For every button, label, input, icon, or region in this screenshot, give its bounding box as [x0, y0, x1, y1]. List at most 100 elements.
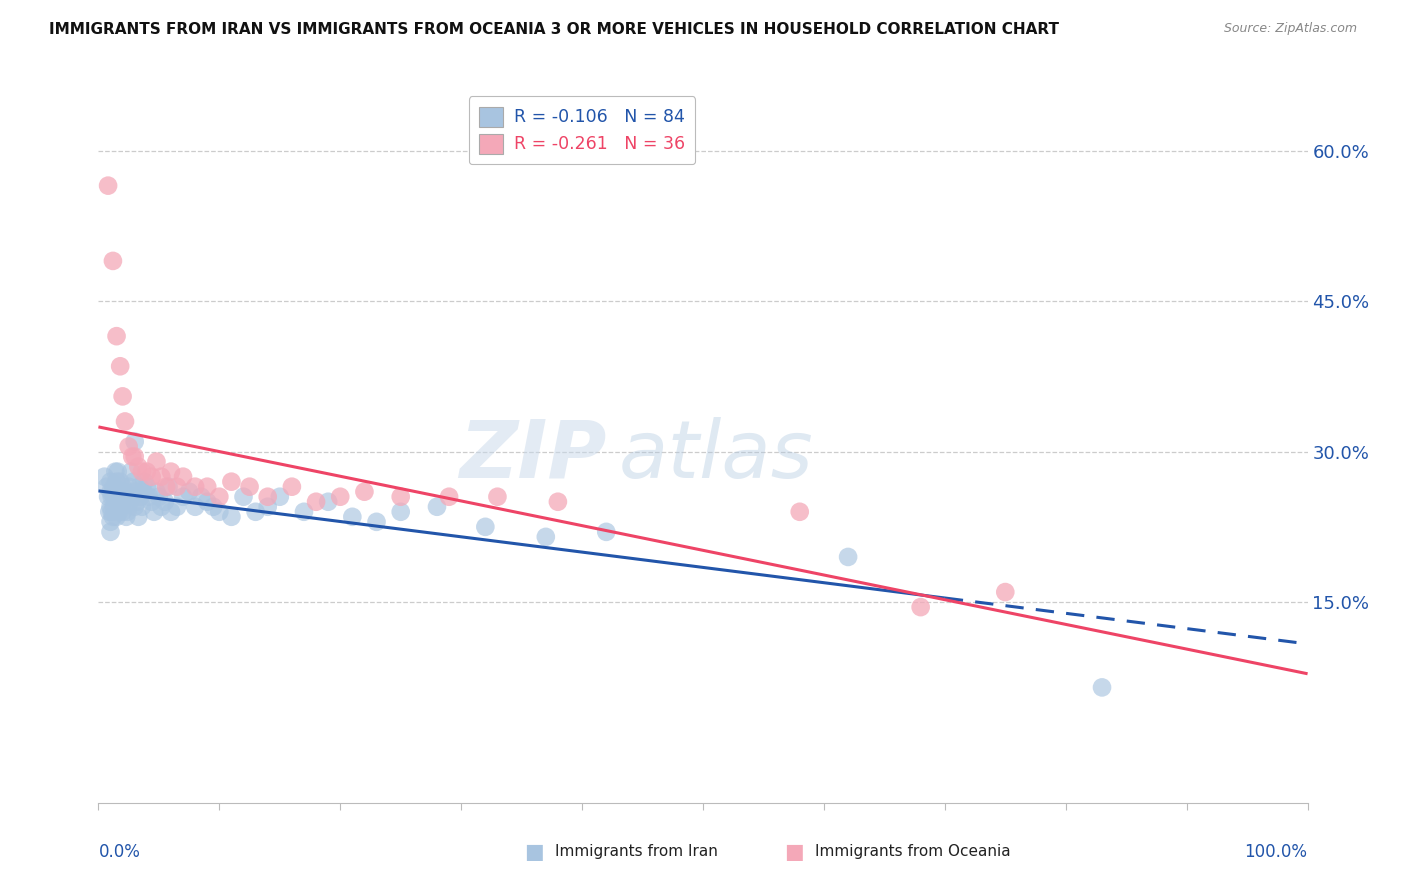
Point — [105, 329, 128, 343]
Point — [160, 465, 183, 479]
Point — [105, 509, 128, 524]
Point — [389, 490, 412, 504]
Point — [97, 178, 120, 193]
Point — [93, 469, 115, 483]
Point — [103, 480, 125, 494]
Point — [184, 480, 207, 494]
Point — [155, 480, 177, 494]
Point — [127, 509, 149, 524]
Text: Immigrants from Oceania: Immigrants from Oceania — [815, 845, 1011, 859]
Point — [128, 480, 150, 494]
Point — [107, 465, 129, 479]
Point — [114, 414, 136, 429]
Point — [160, 505, 183, 519]
Text: atlas: atlas — [619, 417, 813, 495]
Text: 100.0%: 100.0% — [1244, 843, 1308, 861]
Point — [837, 549, 859, 564]
Point — [111, 389, 134, 403]
Point — [208, 490, 231, 504]
Point — [105, 484, 128, 499]
Point — [184, 500, 207, 514]
Point — [994, 585, 1017, 599]
Point — [131, 465, 153, 479]
Point — [221, 509, 243, 524]
Point — [125, 484, 148, 499]
Point — [595, 524, 617, 539]
Text: Immigrants from Iran: Immigrants from Iran — [555, 845, 718, 859]
Point — [127, 494, 149, 508]
Point — [148, 490, 170, 504]
Point — [141, 469, 163, 483]
Point — [166, 500, 188, 514]
Point — [105, 475, 128, 489]
Point — [124, 500, 146, 514]
Point — [122, 475, 145, 489]
Point — [97, 490, 120, 504]
Point — [117, 505, 139, 519]
Point — [547, 494, 569, 508]
Point — [145, 455, 167, 469]
Point — [100, 490, 122, 504]
Point — [389, 505, 412, 519]
Point — [208, 505, 231, 519]
Point — [190, 490, 212, 504]
Text: ■: ■ — [785, 842, 804, 862]
Point — [104, 465, 127, 479]
Point — [292, 505, 315, 519]
Point — [366, 515, 388, 529]
Point — [100, 505, 122, 519]
Point — [195, 494, 218, 508]
Point — [124, 434, 146, 449]
Point — [101, 484, 124, 499]
Point — [121, 490, 143, 504]
Point — [166, 480, 188, 494]
Point — [129, 490, 152, 504]
Point — [101, 254, 124, 268]
Point — [100, 515, 122, 529]
Point — [110, 484, 132, 499]
Point — [110, 500, 132, 514]
Point — [342, 509, 364, 524]
Text: Source: ZipAtlas.com: Source: ZipAtlas.com — [1223, 22, 1357, 36]
Point — [124, 450, 146, 464]
Point — [143, 505, 166, 519]
Point — [127, 459, 149, 474]
Point — [131, 500, 153, 514]
Point — [329, 490, 352, 504]
Point — [108, 505, 131, 519]
Point — [118, 440, 141, 454]
Point — [195, 480, 218, 494]
Point — [103, 490, 125, 504]
Point — [910, 600, 932, 615]
Point — [108, 475, 131, 489]
Point — [153, 494, 176, 508]
Point — [269, 490, 291, 504]
Point — [112, 484, 135, 499]
Point — [157, 480, 180, 494]
Point — [111, 480, 134, 494]
Point — [353, 484, 375, 499]
Point — [281, 480, 304, 494]
Point — [179, 484, 201, 499]
Point — [118, 494, 141, 508]
Point — [115, 509, 138, 524]
Point — [135, 465, 157, 479]
Point — [239, 480, 262, 494]
Point — [114, 490, 136, 504]
Point — [108, 494, 131, 508]
Point — [232, 490, 254, 504]
Point — [316, 494, 339, 508]
Point — [98, 505, 121, 519]
Point — [1091, 681, 1114, 695]
Point — [138, 490, 160, 504]
Point — [107, 494, 129, 508]
Point — [108, 359, 131, 374]
Point — [103, 500, 125, 514]
Point — [150, 469, 173, 483]
Point — [150, 500, 173, 514]
Point — [96, 480, 118, 494]
Point — [305, 494, 328, 508]
Point — [202, 500, 225, 514]
Point — [100, 500, 122, 514]
Point — [172, 490, 194, 504]
